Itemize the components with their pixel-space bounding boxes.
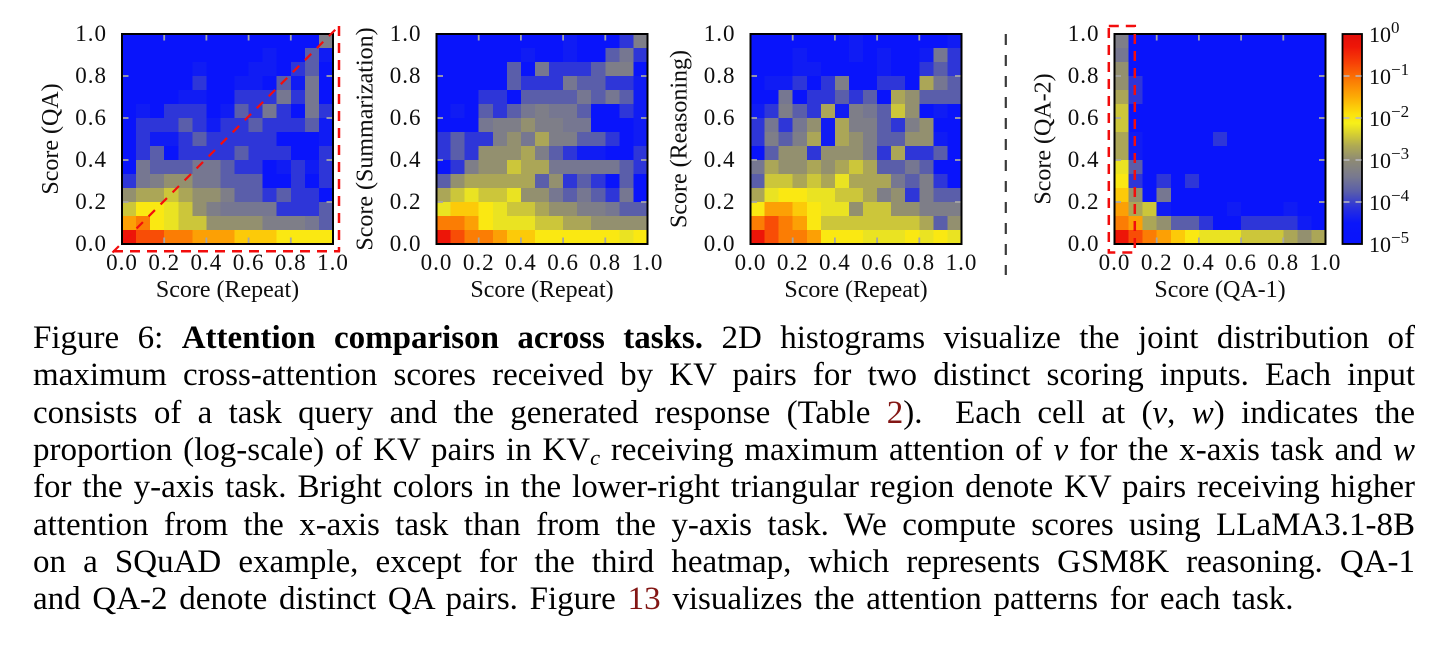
- svg-text:0.4: 0.4: [191, 250, 223, 275]
- svg-text:10−3: 10−3: [1369, 144, 1409, 173]
- svg-text:100: 100: [1369, 18, 1400, 47]
- svg-text:1.0: 1.0: [75, 21, 107, 46]
- svg-text:0.4: 0.4: [704, 147, 736, 172]
- svg-text:0.6: 0.6: [861, 250, 893, 275]
- svg-text:1.0: 1.0: [704, 21, 736, 46]
- svg-text:0.0: 0.0: [735, 250, 767, 275]
- svg-text:Score (QA): Score (QA): [38, 83, 64, 194]
- svg-text:0.8: 0.8: [75, 63, 107, 88]
- svg-text:1.0: 1.0: [1068, 21, 1100, 46]
- svg-text:1.0: 1.0: [632, 250, 664, 275]
- svg-text:0.2: 0.2: [1068, 189, 1100, 214]
- svg-text:Score (Repeat): Score (Repeat): [470, 277, 613, 303]
- svg-text:0.2: 0.2: [463, 250, 495, 275]
- svg-text:1.0: 1.0: [317, 250, 349, 275]
- svg-text:0.6: 0.6: [390, 105, 422, 130]
- svg-text:0.2: 0.2: [390, 189, 422, 214]
- svg-text:1.0: 1.0: [946, 250, 978, 275]
- svg-text:0.8: 0.8: [704, 63, 736, 88]
- svg-text:0.4: 0.4: [505, 250, 537, 275]
- svg-text:0.6: 0.6: [1225, 250, 1257, 275]
- svg-text:0.4: 0.4: [390, 147, 422, 172]
- svg-text:0.8: 0.8: [390, 63, 422, 88]
- svg-text:1.0: 1.0: [390, 21, 422, 46]
- svg-text:0.8: 0.8: [275, 250, 307, 275]
- svg-text:0.4: 0.4: [1183, 250, 1215, 275]
- svg-text:0.6: 0.6: [547, 250, 579, 275]
- svg-text:0.6: 0.6: [233, 250, 265, 275]
- svg-text:0.2: 0.2: [148, 250, 180, 275]
- svg-text:0.0: 0.0: [1099, 250, 1131, 275]
- svg-text:0.0: 0.0: [421, 250, 453, 275]
- svg-text:0.6: 0.6: [1068, 105, 1100, 130]
- svg-text:0.8: 0.8: [903, 250, 935, 275]
- svg-text:0.0: 0.0: [106, 250, 138, 275]
- svg-text:0.2: 0.2: [75, 189, 107, 214]
- svg-text:0.4: 0.4: [819, 250, 851, 275]
- svg-text:0.0: 0.0: [390, 231, 422, 256]
- svg-text:10−1: 10−1: [1369, 60, 1409, 89]
- svg-text:0.8: 0.8: [589, 250, 621, 275]
- svg-text:0.0: 0.0: [704, 231, 736, 256]
- svg-text:0.6: 0.6: [75, 105, 107, 130]
- svg-text:0.8: 0.8: [1068, 63, 1100, 88]
- svg-text:Score (Reasoning): Score (Reasoning): [667, 50, 693, 228]
- svg-text:0.4: 0.4: [1068, 147, 1100, 172]
- svg-text:0.2: 0.2: [1141, 250, 1173, 275]
- svg-text:0.2: 0.2: [777, 250, 809, 275]
- svg-text:Score (Summarization): Score (Summarization): [353, 27, 379, 250]
- svg-text:0.8: 0.8: [1267, 250, 1299, 275]
- svg-text:0.0: 0.0: [75, 231, 107, 256]
- svg-text:0.6: 0.6: [704, 105, 736, 130]
- svg-text:Score (Repeat): Score (Repeat): [156, 277, 299, 303]
- svg-text:10−5: 10−5: [1369, 228, 1409, 257]
- svg-text:10−2: 10−2: [1369, 102, 1409, 131]
- svg-text:1.0: 1.0: [1310, 250, 1342, 275]
- svg-text:Score (QA-2): Score (QA-2): [1031, 73, 1057, 204]
- svg-text:0.0: 0.0: [1068, 231, 1100, 256]
- svg-text:Score (QA-1): Score (QA-1): [1154, 277, 1285, 303]
- svg-text:0.4: 0.4: [75, 147, 107, 172]
- svg-text:Score (Repeat): Score (Repeat): [784, 277, 927, 303]
- svg-text:10−4: 10−4: [1369, 186, 1410, 215]
- svg-text:0.2: 0.2: [704, 189, 736, 214]
